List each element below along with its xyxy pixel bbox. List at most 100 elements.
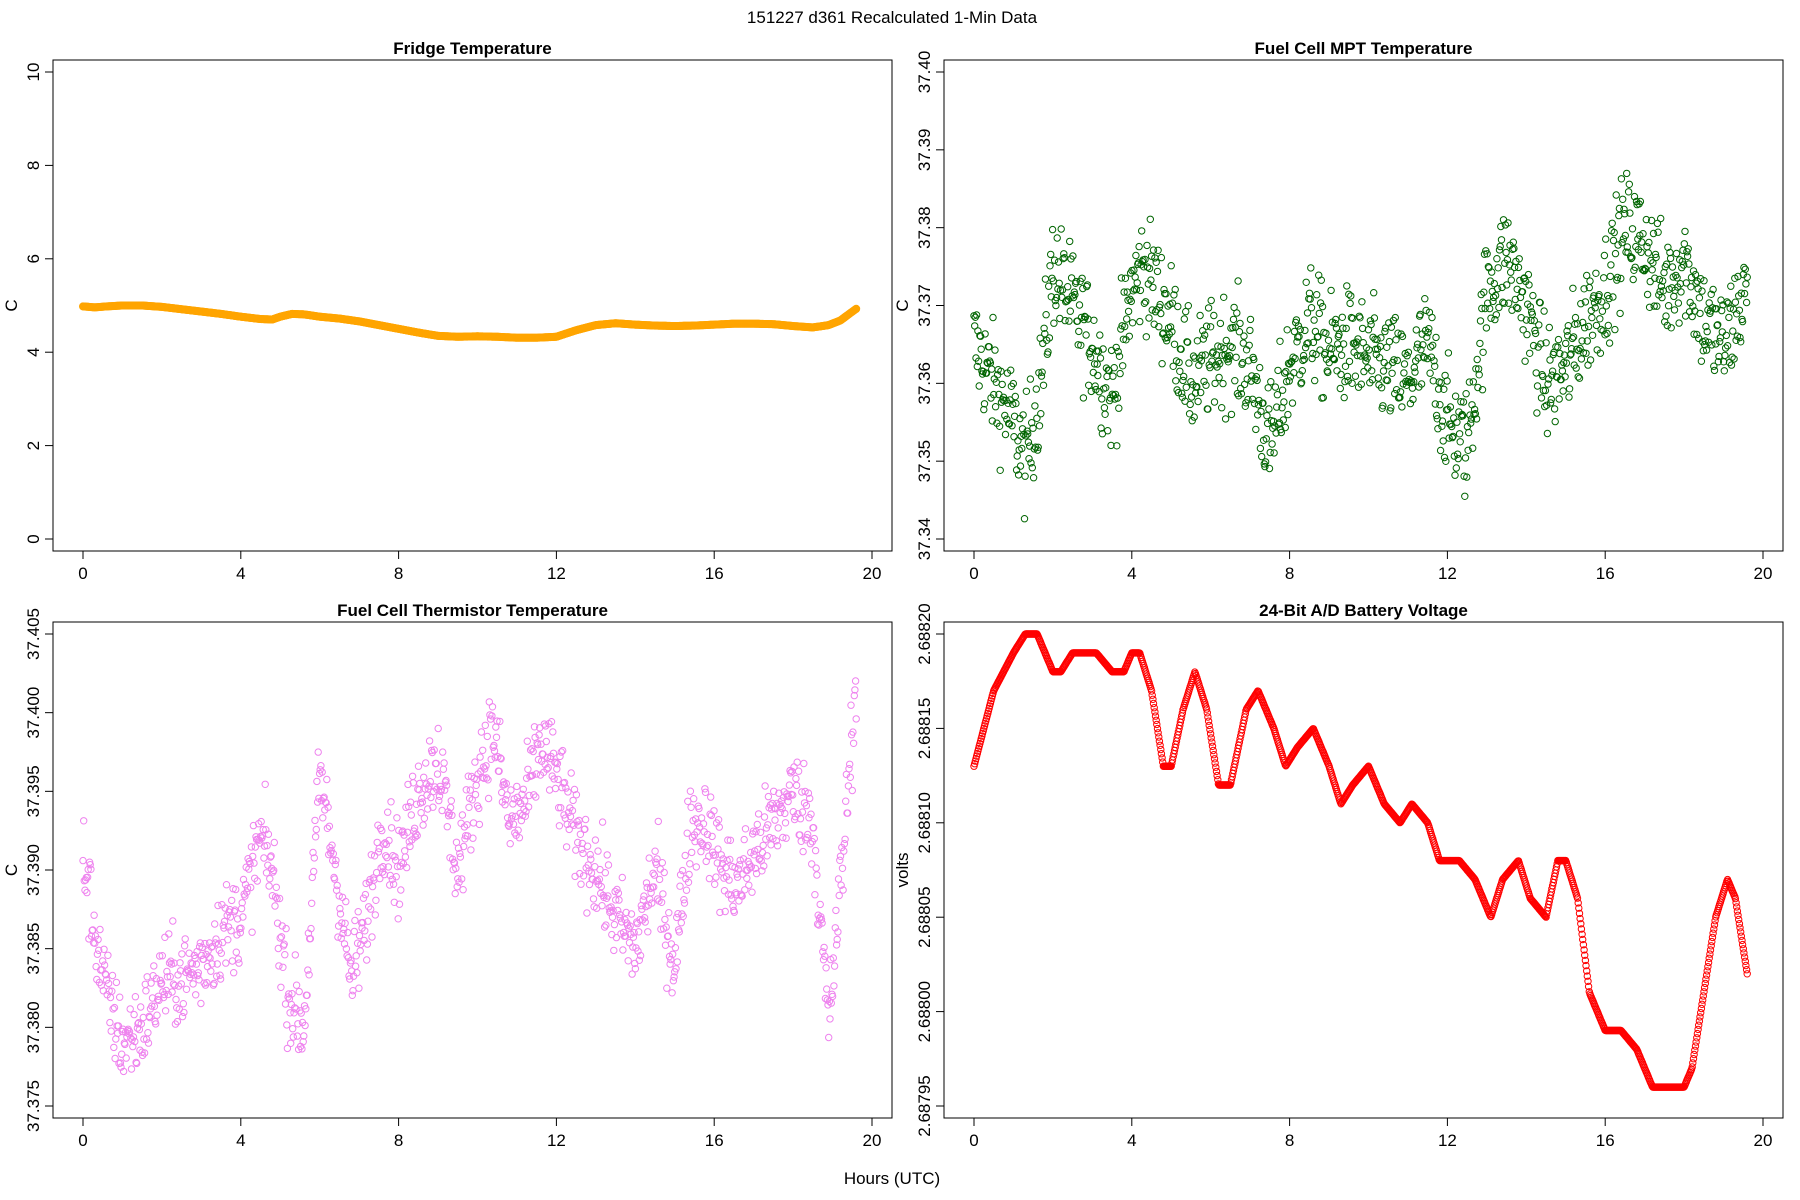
data-point xyxy=(1483,250,1491,258)
data-point xyxy=(679,912,687,920)
data-point xyxy=(1149,246,1158,254)
data-point xyxy=(118,1050,126,1058)
data-point xyxy=(137,1003,145,1011)
data-point xyxy=(442,776,450,785)
data-point xyxy=(521,812,529,820)
data-point xyxy=(528,771,537,780)
data-point xyxy=(1231,377,1239,385)
data-point xyxy=(281,951,289,959)
data-point xyxy=(740,835,748,844)
data-point xyxy=(1176,367,1184,375)
data-point xyxy=(555,822,564,830)
data-point xyxy=(501,801,509,809)
data-point xyxy=(1174,388,1183,397)
data-point xyxy=(1343,372,1352,381)
data-point xyxy=(1462,390,1470,398)
data-point xyxy=(1324,336,1333,344)
data-point xyxy=(205,953,213,961)
data-point xyxy=(393,814,401,822)
data-point xyxy=(208,960,216,968)
data-point xyxy=(1363,354,1371,362)
data-point xyxy=(606,907,615,915)
data-point xyxy=(375,844,383,853)
data-point xyxy=(574,821,583,829)
data-point xyxy=(758,867,766,875)
data-point xyxy=(1211,379,1219,388)
data-point xyxy=(298,1045,306,1053)
data-point xyxy=(1153,267,1162,276)
data-point xyxy=(1712,340,1720,348)
data-point xyxy=(758,848,767,857)
data-point xyxy=(1735,306,1744,314)
data-point xyxy=(1250,355,1258,364)
data-point xyxy=(1550,405,1559,413)
data-point xyxy=(1472,365,1480,373)
data-point xyxy=(1263,412,1271,420)
data-point xyxy=(1115,352,1124,360)
data-point xyxy=(772,837,780,845)
data-point xyxy=(1012,399,1020,408)
data-point xyxy=(277,933,286,941)
data-point xyxy=(194,969,203,977)
data-point xyxy=(1079,284,1087,293)
data-point xyxy=(988,365,996,373)
data-point xyxy=(260,854,268,862)
data-point xyxy=(610,920,619,929)
data-point xyxy=(608,930,616,939)
data-point xyxy=(524,765,532,773)
data-point xyxy=(94,935,102,944)
data-point xyxy=(1232,353,1240,361)
data-point xyxy=(517,816,526,825)
data-point xyxy=(579,872,588,880)
data-point xyxy=(1434,385,1443,393)
y-tick-label: 2.68815 xyxy=(915,698,934,759)
data-point xyxy=(1082,331,1090,339)
data-point xyxy=(388,875,396,883)
data-point xyxy=(1523,330,1531,339)
data-point xyxy=(267,852,275,860)
data-point xyxy=(1465,428,1473,437)
data-point xyxy=(1598,307,1607,315)
data-point xyxy=(122,1054,130,1062)
data-point xyxy=(804,830,812,839)
data-point xyxy=(195,976,203,984)
data-point xyxy=(108,971,117,980)
data-point xyxy=(1119,362,1127,370)
data-point xyxy=(1047,293,1056,301)
data-point xyxy=(827,999,835,1007)
data-point xyxy=(1149,283,1157,292)
data-point xyxy=(1545,323,1554,332)
data-point xyxy=(1554,343,1562,351)
data-point xyxy=(403,863,411,872)
data-point xyxy=(178,1012,187,1021)
data-point xyxy=(165,930,173,938)
data-point xyxy=(1050,319,1058,327)
data-point xyxy=(554,775,562,784)
data-point xyxy=(152,1020,160,1028)
data-point xyxy=(141,980,150,988)
data-point xyxy=(1303,309,1312,317)
data-point xyxy=(1180,315,1189,323)
data-point xyxy=(387,798,395,806)
data-point xyxy=(131,993,140,1001)
data-point xyxy=(1625,180,1634,189)
data-point xyxy=(250,859,258,867)
data-point xyxy=(302,1005,310,1013)
data-point xyxy=(1276,337,1284,345)
data-point xyxy=(1354,335,1362,343)
data-point xyxy=(1581,298,1590,306)
data-point xyxy=(564,808,573,817)
data-point xyxy=(248,928,256,936)
data-point xyxy=(1031,402,1039,410)
data-point xyxy=(328,841,336,849)
data-point xyxy=(1653,302,1661,310)
data-point xyxy=(144,1029,152,1037)
data-point xyxy=(792,781,801,790)
data-point xyxy=(1467,419,1475,427)
data-point xyxy=(666,960,674,968)
data-point xyxy=(670,973,678,981)
data-point xyxy=(482,774,491,782)
data-point xyxy=(1259,399,1267,407)
data-point xyxy=(1218,404,1226,412)
